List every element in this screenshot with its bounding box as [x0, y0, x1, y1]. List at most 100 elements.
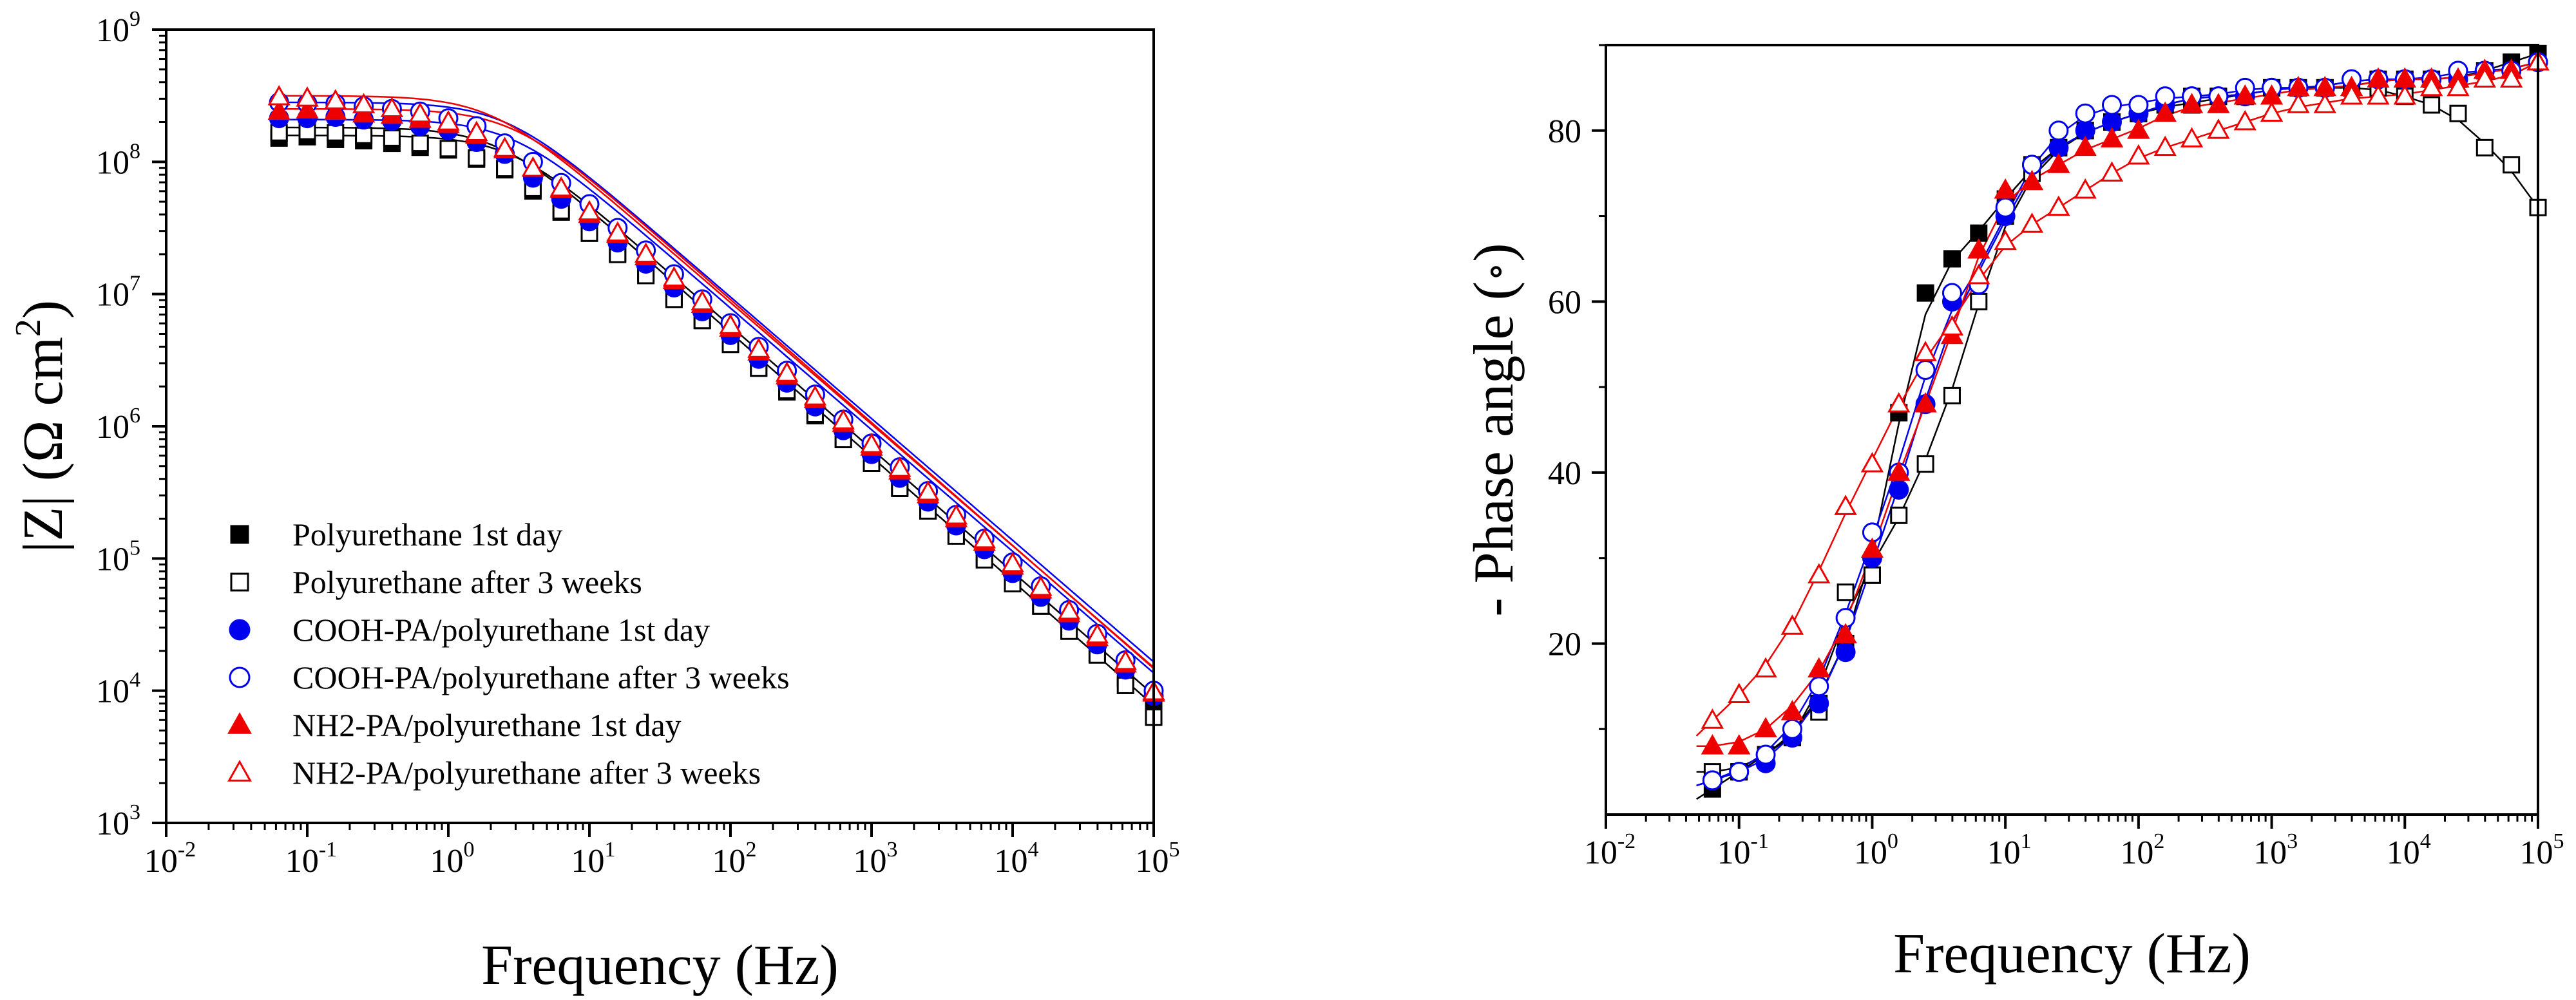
modulus-data-points — [267, 85, 1165, 726]
point-nh2-pa-polyurethane-after-3-weeks — [1887, 392, 1911, 413]
point-nh2-pa-polyurethane-1st-day — [2233, 84, 2256, 105]
bode-phase-chart: 10-2 10-1 100 101 102 103 104 105 20 40 60 80 Freq… — [1463, 44, 2564, 985]
point-cooh-pa-polyurethane-after-3-weeks — [2102, 95, 2123, 115]
point-nh2-pa-polyurethane-1st-day — [1780, 699, 1804, 721]
point-nh2-pa-polyurethane-after-3-weeks — [2473, 67, 2496, 88]
point-nh2-pa-polyurethane-1st-day — [1914, 392, 1937, 413]
point-nh2-pa-polyurethane-1st-day — [2180, 93, 2204, 113]
point-nh2-pa-polyurethane-after-3-weeks — [916, 480, 940, 501]
point-cooh-pa-polyurethane-after-3-weeks — [1755, 744, 1776, 765]
y-tick-label: 106 — [96, 404, 140, 446]
point-nh2-pa-polyurethane-after-3-weeks — [1114, 649, 1137, 670]
point-nh2-pa-polyurethane-1st-day — [296, 98, 319, 119]
point-nh2-pa-polyurethane-after-3-weeks — [803, 385, 827, 406]
point-cooh-pa-polyurethane-after-3-weeks — [1729, 762, 1750, 782]
point-polyurethane-after-3-weeks — [411, 135, 429, 153]
point-nh2-pa-polyurethane-1st-day — [2100, 127, 2124, 147]
point-nh2-pa-polyurethane-after-3-weeks — [1808, 563, 1831, 584]
legend: Polyurethane 1st day Polyurethane after 3… — [227, 516, 790, 791]
point-nh2-pa-polyurethane-after-3-weeks — [1780, 614, 1804, 635]
point-nh2-pa-polyurethane-after-3-weeks — [2047, 195, 2070, 216]
phase-y-ticks: 20 40 60 80 — [1548, 44, 1606, 730]
y-tick-label: 109 — [96, 7, 140, 49]
legend-label-nh2-pa-polyurethane-1st-day: NH2-PA/polyurethane 1st day — [292, 707, 682, 743]
x-tick-label: 10-1 — [1717, 829, 1769, 871]
point-nh2-pa-polyurethane-after-3-weeks — [719, 314, 742, 334]
x-tick-label: 10-2 — [144, 838, 196, 880]
point-nh2-pa-polyurethane-after-3-weeks — [1967, 263, 1990, 285]
point-polyurethane-after-3-weeks — [1916, 455, 1934, 473]
point-nh2-pa-polyurethane-after-3-weeks — [2313, 93, 2336, 113]
x-tick-label: 101 — [1987, 829, 2032, 871]
point-nh2-pa-polyurethane-after-3-weeks — [1001, 551, 1024, 572]
point-nh2-pa-polyurethane-after-3-weeks — [2447, 75, 2470, 97]
fit-line-nh2-pa-polyurethane-1st-day — [1696, 61, 2538, 748]
modulus-x-ticks: 10-2 10-1 100 101 102 103 104 105 — [144, 823, 1180, 880]
point-nh2-pa-polyurethane-1st-day — [2207, 93, 2230, 113]
point-nh2-pa-polyurethane-1st-day — [2127, 118, 2150, 139]
point-nh2-pa-polyurethane-after-3-weeks — [1860, 451, 1884, 473]
point-nh2-pa-polyurethane-after-3-weeks — [408, 102, 432, 123]
point-nh2-pa-polyurethane-after-3-weeks — [2393, 84, 2416, 105]
point-nh2-pa-polyurethane-after-3-weeks — [1728, 683, 1751, 703]
point-nh2-pa-polyurethane-1st-day — [1754, 717, 1777, 738]
point-nh2-pa-polyurethane-after-3-weeks — [1701, 708, 1724, 729]
point-cooh-pa-polyurethane-1st-day — [1809, 693, 1829, 713]
y-tick-label: 104 — [96, 668, 140, 710]
x-tick-label: 104 — [2387, 829, 2431, 871]
point-polyurethane-after-3-weeks — [1943, 386, 1961, 404]
y-tick-label: 20 — [1548, 626, 1581, 663]
y-tick-label: 80 — [1548, 113, 1581, 150]
legend-marker-nh2-pa-polyurethane-1st-day — [227, 712, 252, 734]
fit-line-nh2-pa-polyurethane-after-3-weeks — [1695, 61, 2538, 737]
point-cooh-pa-polyurethane-after-3-weeks — [1995, 197, 2016, 218]
point-polyurethane-after-3-weeks — [2503, 156, 2521, 174]
legend-label-cooh-pa-polyurethane-1st-day: COOH-PA/polyurethane 1st day — [292, 612, 710, 648]
point-nh2-pa-polyurethane-after-3-weeks — [2287, 93, 2310, 113]
x-tick-label: 101 — [571, 838, 616, 880]
point-nh2-pa-polyurethane-after-3-weeks — [1994, 229, 2017, 250]
point-nh2-pa-polyurethane-after-3-weeks — [465, 120, 488, 141]
point-cooh-pa-polyurethane-1st-day — [1889, 479, 1909, 500]
point-nh2-pa-polyurethane-after-3-weeks — [2419, 75, 2443, 97]
point-polyurethane-1st-day — [1916, 284, 1934, 302]
point-cooh-pa-polyurethane-after-3-weeks — [1915, 360, 1936, 381]
point-polyurethane-after-3-weeks — [383, 129, 401, 147]
point-nh2-pa-polyurethane-after-3-weeks — [2074, 178, 2097, 199]
point-nh2-pa-polyurethane-after-3-weeks — [2207, 118, 2230, 139]
point-polyurethane-after-3-weeks — [1970, 292, 1988, 310]
legend-marker-polyurethane-1st-day — [230, 525, 249, 544]
point-nh2-pa-polyurethane-after-3-weeks — [2020, 212, 2044, 233]
point-cooh-pa-polyurethane-after-3-weeks — [1809, 676, 1829, 697]
point-nh2-pa-polyurethane-after-3-weeks — [634, 242, 658, 263]
point-nh2-pa-polyurethane-after-3-weeks — [944, 504, 968, 525]
point-nh2-pa-polyurethane-after-3-weeks — [1940, 315, 1964, 336]
point-nh2-pa-polyurethane-after-3-weeks — [606, 221, 629, 242]
y-tick-label: 40 — [1548, 455, 1581, 492]
point-nh2-pa-polyurethane-after-3-weeks — [1057, 599, 1081, 620]
point-nh2-pa-polyurethane-after-3-weeks — [888, 457, 911, 477]
x-tick-label: 100 — [1854, 829, 1898, 871]
point-polyurethane-after-3-weeks — [2476, 138, 2494, 156]
phase-data-points — [1701, 44, 2550, 798]
point-nh2-pa-polyurethane-after-3-weeks — [691, 290, 714, 310]
point-nh2-pa-polyurethane-after-3-weeks — [2153, 135, 2177, 156]
point-nh2-pa-polyurethane-after-3-weeks — [1085, 623, 1109, 644]
point-nh2-pa-polyurethane-after-3-weeks — [2127, 144, 2150, 165]
point-nh2-pa-polyurethane-after-3-weeks — [775, 361, 799, 382]
point-polyurethane-1st-day — [1943, 250, 1961, 268]
x-tick-label: 10-2 — [1584, 829, 1636, 871]
point-nh2-pa-polyurethane-1st-day — [1834, 623, 1857, 644]
point-polyurethane-after-3-weeks — [327, 124, 345, 142]
point-nh2-pa-polyurethane-after-3-weeks — [2499, 67, 2523, 88]
point-nh2-pa-polyurethane-1st-day — [2153, 101, 2177, 122]
point-nh2-pa-polyurethane-1st-day — [1701, 734, 1724, 755]
x-tick-label: 105 — [1136, 838, 1180, 880]
x-tick-label: 100 — [430, 838, 475, 880]
point-cooh-pa-polyurethane-after-3-weeks — [2128, 95, 2149, 115]
y-tick-label: 60 — [1548, 284, 1581, 321]
legend-marker-nh2-pa-polyurethane-after-3-weeks — [227, 760, 252, 782]
point-nh2-pa-polyurethane-after-3-weeks — [1834, 495, 1857, 515]
point-nh2-pa-polyurethane-after-3-weeks — [2367, 84, 2390, 105]
